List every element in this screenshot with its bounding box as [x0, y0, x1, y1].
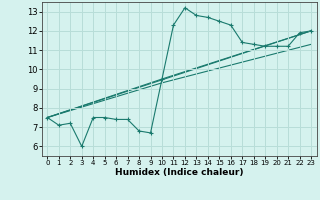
X-axis label: Humidex (Indice chaleur): Humidex (Indice chaleur): [115, 168, 244, 177]
